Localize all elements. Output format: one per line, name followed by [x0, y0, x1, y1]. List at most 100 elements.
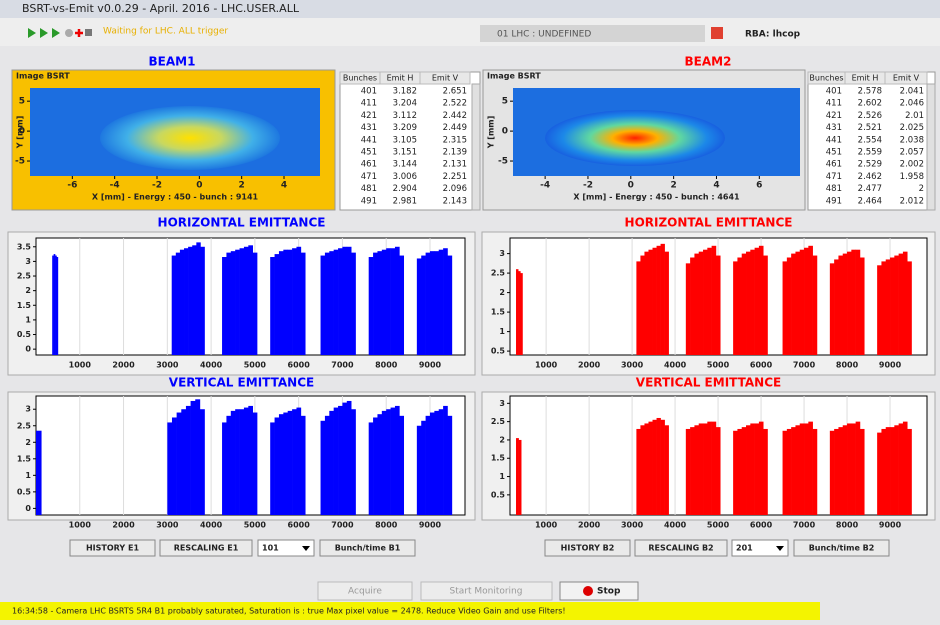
emittance-bar — [834, 429, 839, 515]
emittance-bar — [184, 248, 188, 355]
x-tick-label: 9000 — [419, 521, 442, 530]
emittance-bar — [240, 409, 245, 515]
emittance-bar — [176, 253, 180, 355]
x-tick-label: 6000 — [750, 361, 773, 370]
table-cell: 401 — [826, 87, 842, 97]
emittance-bar — [834, 259, 839, 355]
emittance-bar — [712, 246, 717, 355]
image-x-tick-label: 0 — [628, 181, 634, 191]
emittance-bar — [439, 250, 444, 355]
table-cell: 2.315 — [443, 135, 467, 145]
emittance-bar — [180, 250, 184, 355]
emittance-bar — [172, 417, 177, 515]
emittance-bar — [690, 258, 695, 356]
emittance-bar — [847, 423, 852, 515]
emittance-bar — [750, 250, 755, 355]
emittance-bar — [235, 250, 240, 355]
table-cell: 481 — [826, 184, 842, 194]
y-tick-label: 0.5 — [491, 347, 506, 356]
emittance-bar — [222, 422, 227, 515]
emittance-bar — [843, 425, 848, 515]
y-tick-label: 1 — [25, 315, 31, 324]
emittance-bar — [377, 414, 382, 515]
chart-title: HORIZONTAL EMITTANCE — [158, 216, 326, 230]
emittance-bar — [703, 423, 708, 515]
x-tick-label: 7000 — [331, 521, 354, 530]
emittance-bar — [325, 416, 330, 515]
emittance-bar — [373, 417, 378, 515]
table-cell: 2.554 — [858, 135, 882, 145]
emittance-bar — [856, 250, 861, 355]
y-tick-label: 3 — [499, 399, 505, 408]
emittance-bar — [907, 261, 912, 355]
x-tick-label: 8000 — [375, 521, 398, 530]
select-label: 201 — [736, 544, 753, 553]
emittance-bar — [399, 416, 404, 515]
emittance-bar — [244, 408, 249, 515]
x-tick-label: 6000 — [750, 521, 773, 530]
x-tick-label: 7000 — [793, 521, 816, 530]
x-tick-label: 4000 — [200, 521, 223, 530]
table-cell: 2.529 — [858, 160, 882, 170]
table-scrollbar[interactable] — [472, 84, 480, 210]
emittance-bar — [791, 254, 796, 355]
table-cell: 461 — [361, 160, 377, 170]
x-tick-label: 5000 — [707, 361, 730, 370]
table-cell: 2.002 — [900, 160, 924, 170]
image-y-tick-label: 5 — [19, 97, 25, 107]
emittance-bar — [763, 256, 768, 355]
y-tick-label: 0.5 — [491, 490, 506, 499]
y-tick-label: 1.5 — [17, 301, 32, 310]
emittance-bar — [899, 423, 904, 515]
rba-label: RBA: lhcop — [745, 30, 801, 40]
emittance-bar — [808, 422, 813, 515]
emittance-bar — [226, 253, 231, 355]
emittance-bar — [860, 429, 865, 515]
emittance-bar — [690, 427, 695, 515]
emittance-bar — [791, 427, 796, 515]
emittance-bar — [329, 251, 334, 355]
y-tick-label: 0.5 — [17, 330, 32, 339]
emittance-bar — [886, 427, 891, 515]
x-tick-label: 2000 — [112, 521, 135, 530]
chart-title: HORIZONTAL EMITTANCE — [625, 216, 793, 230]
context-button[interactable] — [711, 27, 723, 39]
y-tick-label: 3 — [499, 249, 505, 258]
emittance-bar — [321, 421, 326, 515]
x-tick-label: 8000 — [836, 521, 859, 530]
emittance-bar — [235, 409, 240, 515]
emittance-bar — [430, 251, 435, 355]
table-cell: 2.526 — [858, 111, 882, 121]
emittance-bar — [903, 422, 908, 515]
table-cell: 2.602 — [858, 99, 882, 109]
emittance-bar — [56, 257, 58, 355]
image-y-label: Y [mm] — [16, 116, 25, 150]
emittance-bar — [890, 427, 895, 515]
table-scrollbar[interactable] — [927, 84, 935, 210]
emittance-bar — [707, 248, 712, 355]
emittance-bar — [737, 258, 742, 356]
window-title: BSRT-vs-Emit v0.0.29 - April. 2016 - LHC… — [22, 2, 300, 15]
emittance-bar — [860, 258, 865, 356]
emittance-bar — [382, 250, 387, 355]
emittance-bar — [856, 422, 861, 515]
emittance-bar — [838, 256, 843, 355]
emittance-bar — [417, 426, 422, 515]
image-x-label: X [mm] - Energy : 450 - bunch : 9141 — [92, 193, 259, 202]
history-label: HISTORY E1 — [86, 544, 139, 553]
emittance-bar — [430, 413, 435, 515]
monitor-label: Start Monitoring — [450, 587, 523, 597]
emittance-bar — [177, 413, 182, 515]
emittance-bar — [240, 248, 245, 355]
emittance-bar — [447, 256, 452, 355]
stop-label: Stop — [597, 587, 621, 597]
emittance-bar — [746, 252, 751, 355]
y-tick-label: 3 — [25, 257, 31, 266]
x-tick-label: 4000 — [200, 361, 223, 370]
emittance-bar — [665, 425, 669, 515]
table-cell: 2.442 — [443, 111, 467, 121]
trigger-status: Waiting for LHC. ALL trigger — [103, 27, 228, 37]
emittance-bar — [253, 413, 258, 515]
emittance-bar — [279, 414, 284, 515]
x-tick-label: 3000 — [156, 521, 179, 530]
